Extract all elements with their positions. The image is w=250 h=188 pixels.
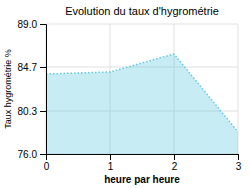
tick-mark [110, 154, 111, 160]
tick: 2 [172, 154, 178, 172]
x-axis: 0 1 2 3 [44, 154, 242, 172]
x-axis-title: heure par heure [104, 174, 180, 185]
title: Evolution du taux d'hygrométrie [65, 5, 219, 17]
y-axis: 76.0 80.3 84.7 89.0 [18, 19, 47, 160]
tick: 0 [44, 154, 50, 172]
plot-area: 0 1 2 3 76.0 80.3 84.7 89.0 [18, 19, 242, 172]
tick-mark [238, 154, 239, 160]
grid-line [46, 24, 238, 25]
tick: 80.3 [18, 106, 46, 117]
tick-label: 76.0 [18, 149, 38, 160]
tick-label: 0 [44, 161, 50, 172]
tick-label: 2 [172, 161, 178, 172]
tick-mark [40, 111, 46, 112]
axis-line [47, 155, 239, 161]
line [46, 54, 238, 132]
tick-label: 84.7 [18, 62, 38, 73]
data-layer [46, 54, 238, 154]
chart: 0 1 2 3 76.0 80.3 84.7 89.0 Evolution du taux d'… [0, 0, 250, 188]
tick: 76.0 [18, 149, 46, 160]
tick: 89.0 [18, 19, 46, 30]
tick-mark [40, 154, 46, 155]
grid [46, 24, 238, 154]
tick-mark [40, 67, 46, 68]
tick-label: 80.3 [18, 106, 38, 117]
tick-label: 1 [108, 161, 114, 172]
y-axis-title: Taux hygrométrie % [3, 49, 13, 129]
area [46, 54, 238, 154]
axis-line [40, 25, 47, 155]
tick-mark [174, 154, 175, 160]
tick-label: 89.0 [18, 19, 38, 30]
tick: 84.7 [18, 62, 46, 73]
tick-label: 3 [236, 161, 242, 172]
tick: 1 [108, 154, 114, 172]
tick: 3 [236, 154, 242, 172]
tick-mark [40, 24, 46, 25]
